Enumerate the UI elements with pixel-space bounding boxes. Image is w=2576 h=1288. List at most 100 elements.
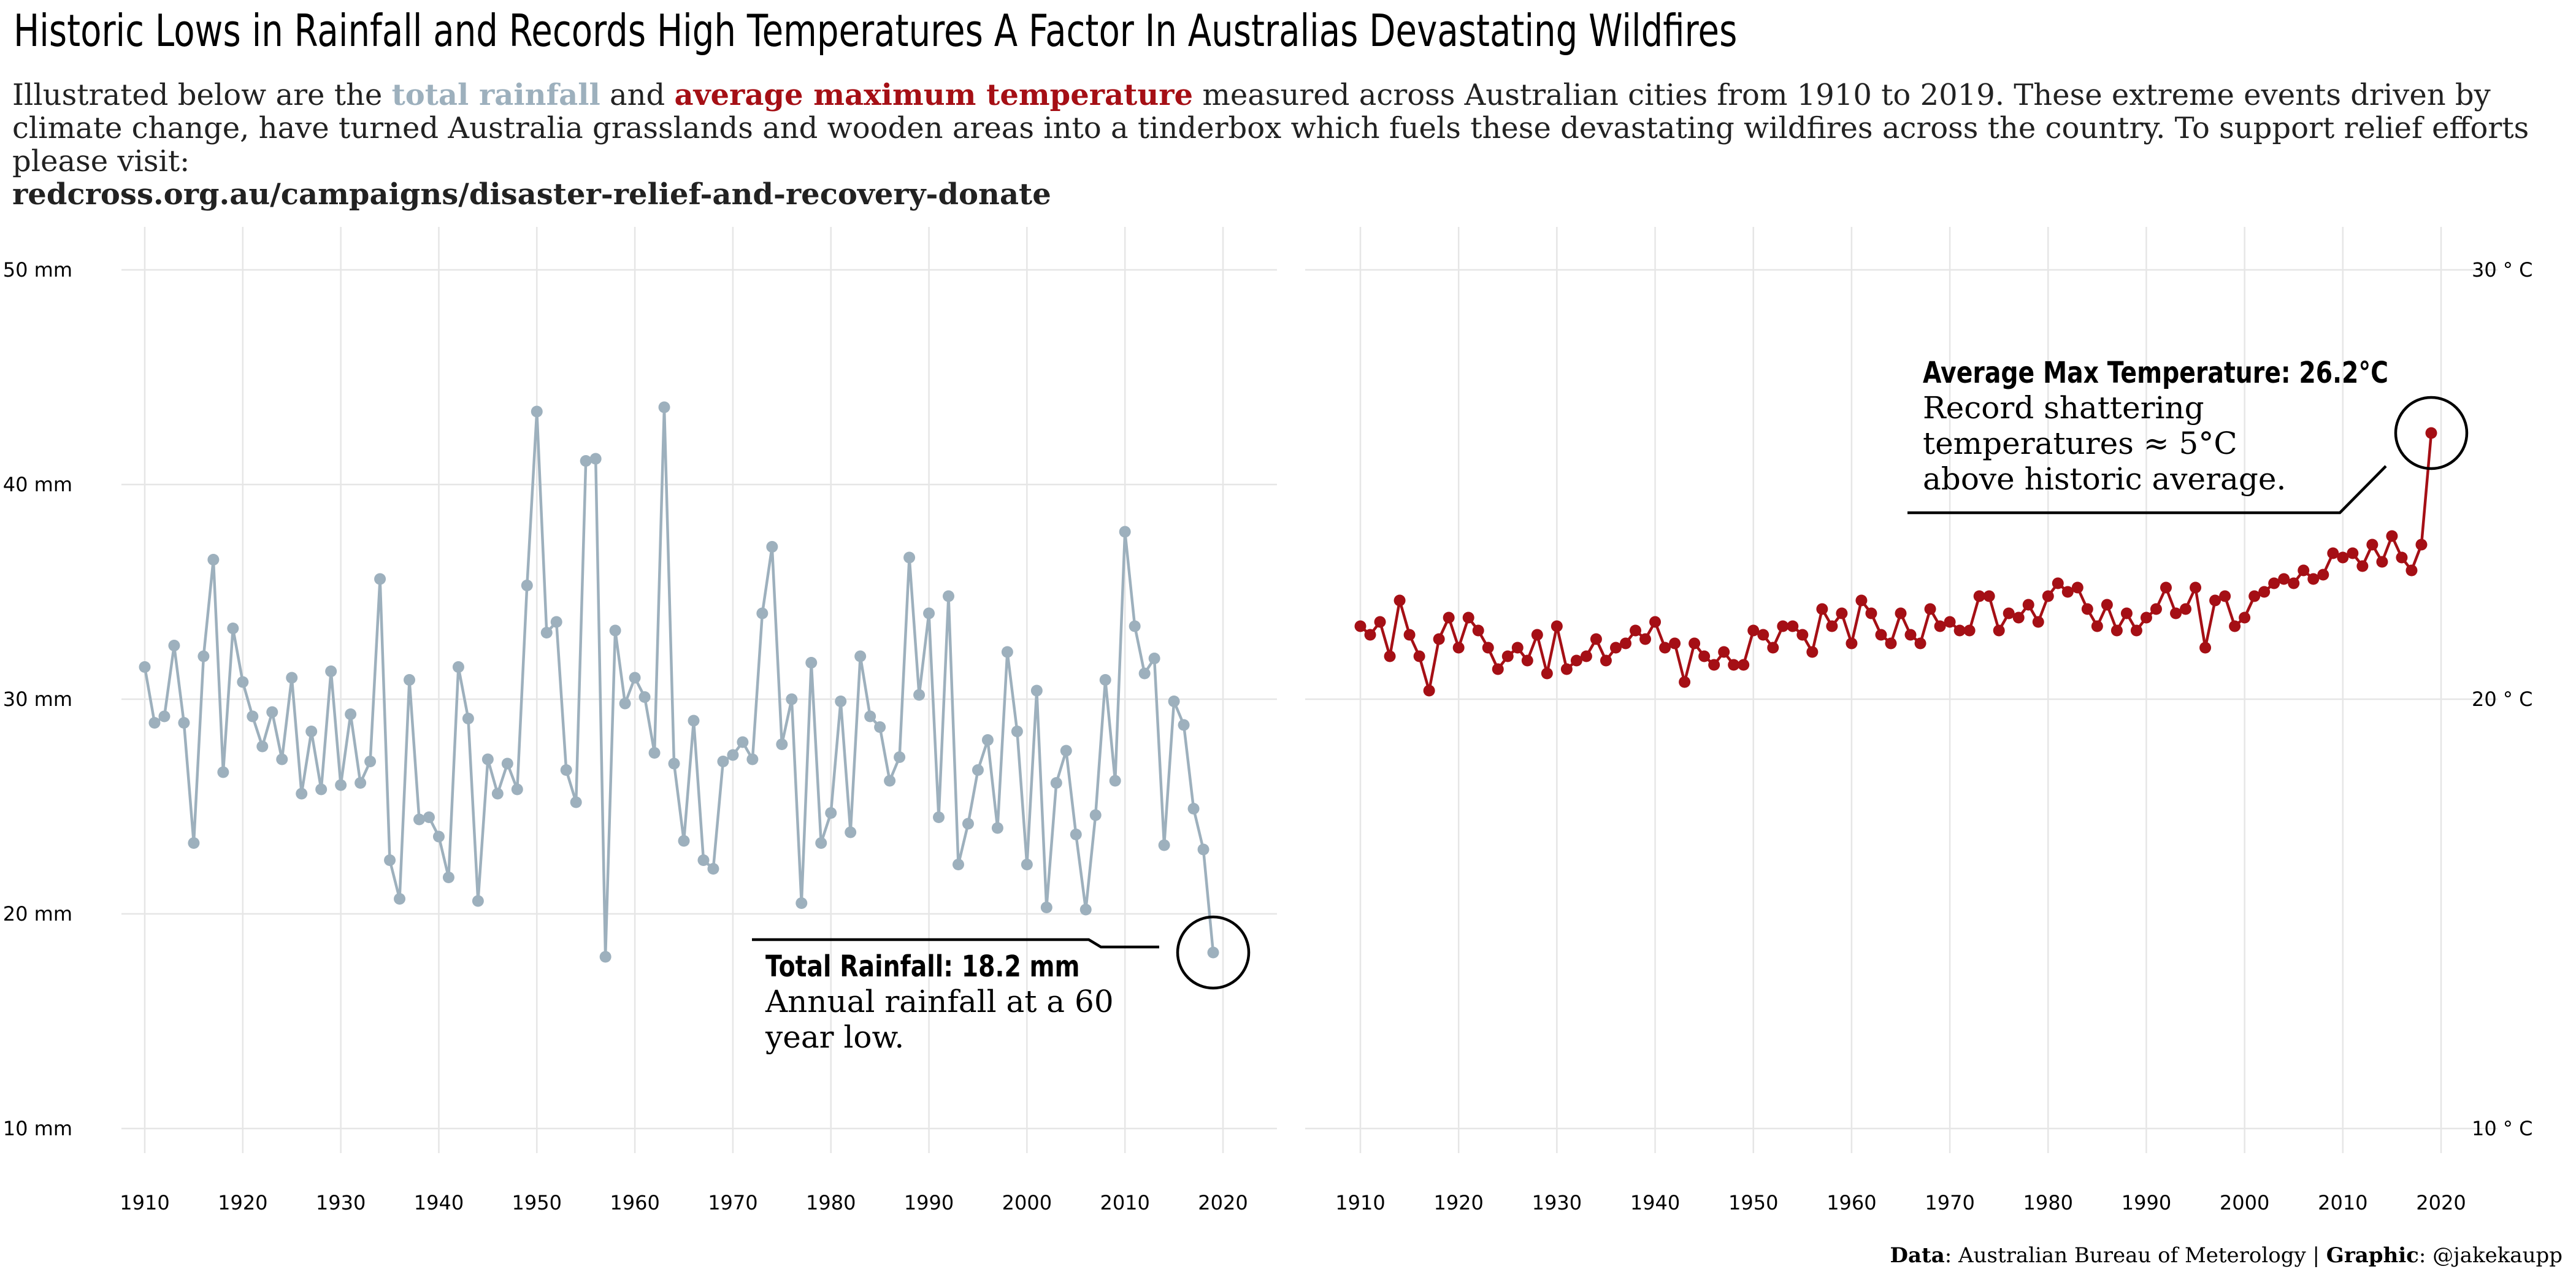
temperature-point <box>1679 676 1691 688</box>
rainfall-point <box>737 736 749 748</box>
temperature-point <box>1698 650 1711 662</box>
rainfall-point <box>805 657 818 669</box>
rainfall-point <box>864 710 876 723</box>
temperature-point <box>2003 607 2015 619</box>
rainfall-point <box>276 753 288 765</box>
rainfall-point <box>638 691 651 703</box>
subtitle-text-1: Illustrated below are the <box>12 78 392 112</box>
temperature-point <box>1541 667 1553 680</box>
temperature-point <box>1816 603 1828 615</box>
donation-link[interactable]: redcross.org.au/campaigns/disaster-relie… <box>12 177 1051 212</box>
rainfall-point <box>776 738 788 750</box>
rainfall-point <box>256 740 269 753</box>
rainfall-point <box>1089 809 1102 821</box>
temperature-point <box>2042 590 2054 602</box>
rainfall-point <box>1079 903 1092 916</box>
temperature-point <box>2120 607 2133 619</box>
rainfall-point <box>501 757 513 770</box>
temperature-point <box>2239 611 2251 624</box>
x-tick-label: 1960 <box>1827 1191 1876 1214</box>
rainfall-point <box>815 837 827 849</box>
rainfall-point <box>1070 829 1082 840</box>
temperature-point <box>1452 642 1465 654</box>
temperature-point <box>2229 620 2241 632</box>
rainfall-point <box>197 650 210 662</box>
rainfall-point <box>345 708 357 720</box>
subtitle-text-2: and <box>600 78 675 112</box>
caption-data-source: : Australian Bureau of Meterology | <box>1944 1243 2326 1268</box>
temperature-point <box>1630 624 1642 637</box>
rainfall-point <box>237 676 249 688</box>
y-tick-label: 20 mm <box>3 902 72 926</box>
rainfall-point <box>432 830 445 843</box>
temperature-point <box>1609 642 1622 654</box>
rainfall-point <box>296 788 308 800</box>
temperature-point <box>1718 646 1730 658</box>
rainfall-point <box>991 822 1003 834</box>
temperature-point <box>1787 620 1799 632</box>
temperature-point <box>1531 629 1543 641</box>
rainfall-highlight-ring <box>1176 915 1251 990</box>
temperature-point <box>2366 539 2379 551</box>
temperature-point <box>2347 547 2359 559</box>
temperature-point <box>1846 637 1858 650</box>
temperature-point <box>1904 629 1917 641</box>
temperature-point <box>2268 577 2280 589</box>
temperature-point <box>2307 573 2320 585</box>
rainfall-point <box>481 753 494 765</box>
rainfall-annotation-title: Total Rainfall: 18.2 mm <box>765 949 1080 984</box>
temperature-point <box>2425 427 2437 439</box>
rainfall-point <box>717 756 729 767</box>
rainfall-point <box>423 811 435 823</box>
rainfall-point <box>913 689 926 701</box>
x-tick-label: 2020 <box>1198 1191 1248 1214</box>
temperature-point <box>1590 633 1602 645</box>
temperature-point <box>2337 551 2349 564</box>
rainfall-point <box>894 751 906 763</box>
y-tick-label: 50 mm <box>3 258 72 282</box>
x-tick-label: 2010 <box>1100 1191 1149 1214</box>
temperature-point <box>1895 607 1907 619</box>
x-tick-label: 2010 <box>2318 1191 2367 1214</box>
x-tick-label: 1920 <box>218 1191 267 1214</box>
rainfall-point <box>854 650 867 662</box>
rainfall-point <box>364 756 377 767</box>
temperature-point <box>1580 650 1592 662</box>
temperature-point <box>1914 637 1926 650</box>
temperature-annotation-title: Average Max Temperature: 26.2°C <box>1923 356 2389 390</box>
temperature-point <box>1993 624 2005 637</box>
rainfall-point <box>148 717 161 729</box>
rainfall-point <box>1021 859 1033 870</box>
x-tick-label: 1950 <box>512 1191 562 1214</box>
rainfall-point <box>305 726 318 737</box>
temperature-point <box>2170 607 2182 619</box>
temperature-point <box>2298 564 2310 577</box>
temperature-point <box>2278 573 2290 585</box>
temperature-point <box>1806 646 1819 658</box>
x-tick-label: 1930 <box>316 1191 366 1214</box>
rainfall-point <box>786 693 798 705</box>
rainfall-point <box>178 717 190 729</box>
rainfall-point <box>335 779 347 791</box>
rainfall-point <box>609 624 621 637</box>
rainfall-point <box>168 640 180 651</box>
rainfall-point <box>884 775 896 787</box>
temperature-point <box>2317 569 2329 581</box>
rainfall-point <box>452 661 464 673</box>
temperature-point <box>2288 577 2300 589</box>
rainfall-point <box>599 951 611 963</box>
temperature-point <box>2376 556 2388 568</box>
temperature-point <box>2110 624 2123 637</box>
x-tick-label: 1980 <box>806 1191 856 1214</box>
temperature-point <box>2091 620 2103 632</box>
temperature-point <box>2396 551 2408 564</box>
temperature-point <box>1521 654 1533 667</box>
rainfall-point <box>413 813 425 826</box>
rainfall-point <box>1011 726 1023 737</box>
temperature-point <box>2209 594 2221 607</box>
rainfall-point <box>619 697 631 710</box>
rainfall-point <box>845 826 857 838</box>
temperature-point <box>1885 637 1897 650</box>
temperature-point <box>1403 629 1416 641</box>
